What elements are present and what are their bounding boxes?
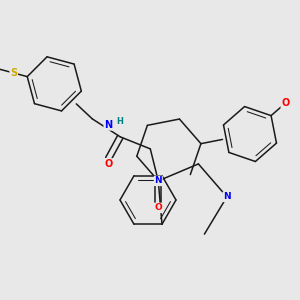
Text: N: N: [223, 192, 231, 201]
Text: O: O: [154, 203, 162, 212]
Text: H: H: [116, 117, 123, 126]
Text: S: S: [10, 68, 17, 78]
Text: N: N: [154, 176, 162, 185]
Text: O: O: [281, 98, 290, 108]
Text: N: N: [104, 120, 112, 130]
Text: O: O: [104, 159, 112, 169]
